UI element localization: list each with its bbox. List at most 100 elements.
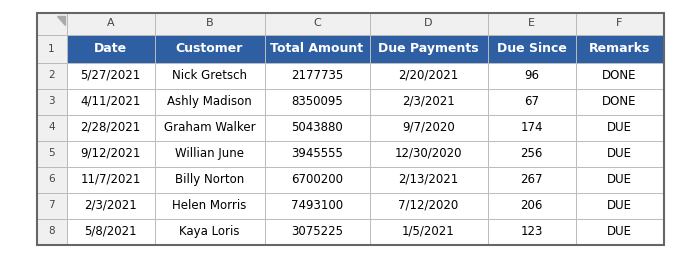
Bar bbox=[487, 88, 575, 115]
Text: DUE: DUE bbox=[607, 121, 632, 134]
Text: 2: 2 bbox=[48, 70, 55, 80]
Bar bbox=[36, 62, 66, 88]
Bar bbox=[155, 141, 265, 167]
Bar bbox=[155, 13, 265, 34]
Text: 2/13/2021: 2/13/2021 bbox=[398, 173, 458, 186]
Text: Date: Date bbox=[94, 42, 127, 55]
Text: 67: 67 bbox=[524, 95, 539, 108]
Text: 2/20/2021: 2/20/2021 bbox=[398, 69, 458, 82]
Text: 256: 256 bbox=[520, 147, 542, 160]
Polygon shape bbox=[57, 15, 64, 24]
Bar bbox=[265, 62, 370, 88]
Text: 5/27/2021: 5/27/2021 bbox=[80, 69, 141, 82]
Text: Kaya Loris: Kaya Loris bbox=[179, 225, 239, 238]
Bar bbox=[155, 192, 265, 218]
Text: A: A bbox=[106, 19, 114, 29]
Text: C: C bbox=[313, 19, 321, 29]
Bar bbox=[370, 13, 487, 34]
Bar bbox=[66, 141, 155, 167]
Bar bbox=[265, 167, 370, 192]
Bar bbox=[155, 62, 265, 88]
Bar bbox=[575, 13, 664, 34]
Bar bbox=[66, 88, 155, 115]
Bar bbox=[370, 167, 487, 192]
Text: DONE: DONE bbox=[602, 95, 637, 108]
Bar bbox=[36, 115, 66, 141]
Text: 7: 7 bbox=[48, 200, 55, 210]
Text: 267: 267 bbox=[520, 173, 542, 186]
Bar bbox=[575, 88, 664, 115]
Text: 4/11/2021: 4/11/2021 bbox=[80, 95, 141, 108]
Bar bbox=[370, 141, 487, 167]
Text: 2177735: 2177735 bbox=[291, 69, 343, 82]
Text: B: B bbox=[206, 19, 214, 29]
Text: Nick Gretsch: Nick Gretsch bbox=[172, 69, 247, 82]
Text: 96: 96 bbox=[524, 69, 539, 82]
Bar bbox=[66, 34, 155, 62]
Bar bbox=[487, 62, 575, 88]
Text: DONE: DONE bbox=[602, 69, 637, 82]
Bar bbox=[575, 34, 664, 62]
Bar bbox=[370, 192, 487, 218]
Bar bbox=[575, 218, 664, 244]
Text: D: D bbox=[424, 19, 433, 29]
Bar bbox=[36, 167, 66, 192]
Text: Due Payments: Due Payments bbox=[378, 42, 479, 55]
Bar bbox=[487, 13, 575, 34]
Bar bbox=[66, 218, 155, 244]
Text: 11/7/2021: 11/7/2021 bbox=[80, 173, 141, 186]
Bar bbox=[265, 88, 370, 115]
Bar bbox=[66, 192, 155, 218]
Text: Ashly Madison: Ashly Madison bbox=[167, 95, 252, 108]
Bar bbox=[155, 34, 265, 62]
Bar bbox=[370, 62, 487, 88]
Text: DUE: DUE bbox=[607, 147, 632, 160]
Bar bbox=[66, 115, 155, 141]
Bar bbox=[487, 192, 575, 218]
Text: 12/30/2020: 12/30/2020 bbox=[395, 147, 462, 160]
Bar bbox=[487, 167, 575, 192]
Text: 7493100: 7493100 bbox=[291, 199, 343, 212]
Text: 3075225: 3075225 bbox=[291, 225, 343, 238]
Text: DUE: DUE bbox=[607, 199, 632, 212]
Text: Helen Morris: Helen Morris bbox=[172, 199, 246, 212]
Bar bbox=[36, 88, 66, 115]
Bar bbox=[370, 218, 487, 244]
Bar bbox=[265, 141, 370, 167]
Bar bbox=[575, 115, 664, 141]
Bar bbox=[575, 62, 664, 88]
Bar bbox=[36, 218, 66, 244]
Text: Customer: Customer bbox=[176, 42, 243, 55]
Text: Total Amount: Total Amount bbox=[270, 42, 363, 55]
Text: Billy Norton: Billy Norton bbox=[175, 173, 244, 186]
Bar bbox=[155, 167, 265, 192]
Bar bbox=[265, 115, 370, 141]
Text: 6700200: 6700200 bbox=[291, 173, 343, 186]
Bar bbox=[370, 115, 487, 141]
Text: 7/12/2020: 7/12/2020 bbox=[398, 199, 458, 212]
Text: 2/28/2021: 2/28/2021 bbox=[80, 121, 141, 134]
Text: 4: 4 bbox=[48, 123, 55, 133]
Text: F: F bbox=[616, 19, 623, 29]
Text: Remarks: Remarks bbox=[589, 42, 650, 55]
Bar bbox=[487, 115, 575, 141]
Text: DUE: DUE bbox=[607, 173, 632, 186]
Bar bbox=[36, 192, 66, 218]
Text: 2/3/2021: 2/3/2021 bbox=[402, 95, 455, 108]
Text: 3: 3 bbox=[48, 96, 55, 106]
Text: 206: 206 bbox=[520, 199, 542, 212]
Bar bbox=[370, 34, 487, 62]
Bar bbox=[265, 34, 370, 62]
Text: 1/5/2021: 1/5/2021 bbox=[402, 225, 455, 238]
Bar bbox=[36, 13, 66, 34]
Text: 5/8/2021: 5/8/2021 bbox=[84, 225, 136, 238]
Bar bbox=[36, 34, 66, 62]
Bar bbox=[575, 192, 664, 218]
Text: 174: 174 bbox=[520, 121, 542, 134]
Text: 3945555: 3945555 bbox=[291, 147, 343, 160]
Bar bbox=[265, 218, 370, 244]
Bar bbox=[575, 167, 664, 192]
Bar bbox=[265, 192, 370, 218]
Text: 1: 1 bbox=[48, 43, 55, 53]
Text: Willian June: Willian June bbox=[175, 147, 244, 160]
